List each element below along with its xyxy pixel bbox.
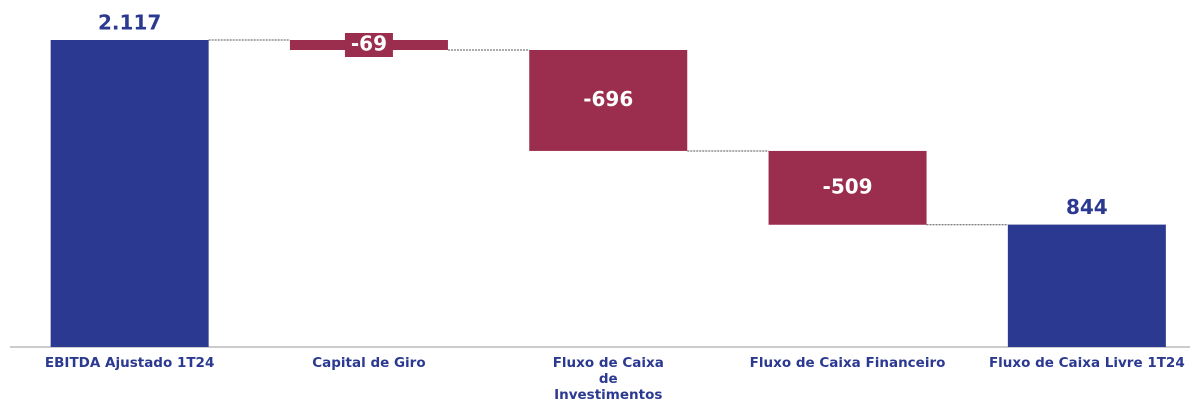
x-tick-label: Fluxo de Caixa Livre 1T24	[988, 355, 1185, 371]
value-label: 844	[1066, 195, 1108, 219]
value-label: 2.117	[98, 11, 161, 35]
x-tick-label: Capital de Giro	[312, 355, 426, 371]
bar	[50, 40, 209, 347]
bar	[529, 50, 688, 151]
x-tick-label: Fluxo de Caixa de Investimentos	[552, 355, 664, 403]
label-box	[344, 33, 393, 58]
value-label: -509	[823, 174, 873, 198]
bar	[768, 150, 927, 225]
x-tick-label: EBITDA Ajustado 1T24	[44, 355, 215, 371]
value-label: -69	[351, 32, 387, 56]
x-tick-label: Fluxo de Caixa Financeiro	[749, 355, 946, 371]
value-label: -696	[583, 87, 633, 111]
bar	[1007, 224, 1166, 347]
